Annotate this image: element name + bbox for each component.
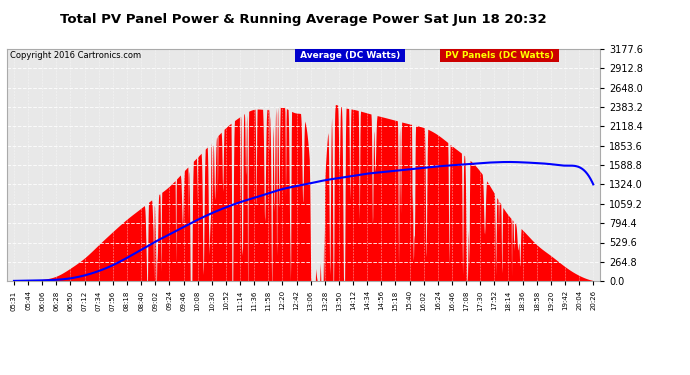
Text: PV Panels (DC Watts): PV Panels (DC Watts)	[442, 51, 557, 60]
Text: Average (DC Watts): Average (DC Watts)	[297, 51, 403, 60]
Text: Total PV Panel Power & Running Average Power Sat Jun 18 20:32: Total PV Panel Power & Running Average P…	[60, 13, 547, 26]
Text: Copyright 2016 Cartronics.com: Copyright 2016 Cartronics.com	[10, 51, 141, 60]
